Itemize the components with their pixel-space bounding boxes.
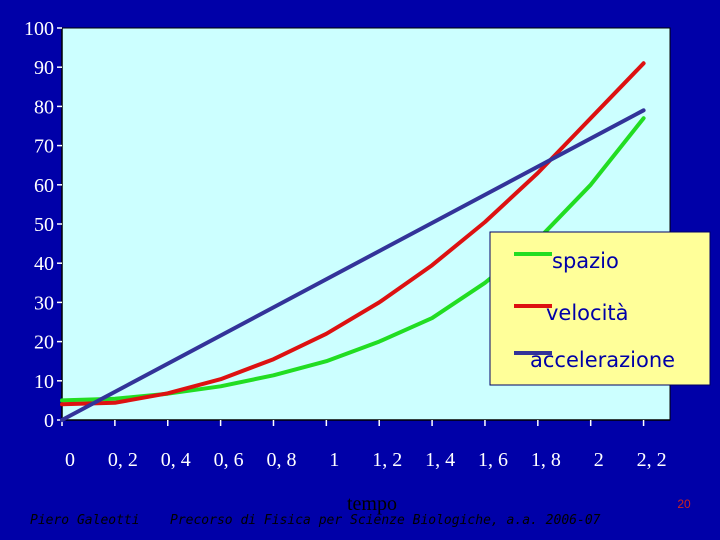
x-tick-label: 0, 6 bbox=[214, 449, 244, 471]
y-tick-label: 60 bbox=[34, 175, 54, 197]
x-tick-label: 1 bbox=[329, 449, 339, 471]
series-line-accelerazione bbox=[60, 108, 646, 422]
legend-label-velocita: velocità bbox=[546, 301, 629, 325]
legend-box bbox=[489, 231, 711, 386]
y-tick-label: 50 bbox=[34, 214, 54, 236]
page-number: 20 bbox=[677, 497, 691, 511]
series-lines bbox=[60, 61, 646, 422]
y-ticks: 0 10 20 30 40 50 60 70 80 90 100 bbox=[24, 18, 62, 432]
x-tick-label: 1, 4 bbox=[425, 449, 455, 471]
y-tick-label: 80 bbox=[34, 96, 54, 118]
y-tick-label: 20 bbox=[34, 332, 54, 354]
footer-author: Piero Galeotti bbox=[30, 513, 140, 528]
y-tick-label: 40 bbox=[34, 253, 54, 275]
y-tick-label: 10 bbox=[34, 371, 54, 393]
y-tick-label: 30 bbox=[34, 292, 54, 314]
legend: spazio velocità accelerazione bbox=[489, 231, 711, 386]
x-tick-label: 1, 6 bbox=[478, 449, 508, 471]
y-tick-label: 70 bbox=[34, 136, 54, 158]
x-tick-label: 1, 2 bbox=[372, 449, 402, 471]
x-tick-label: 2, 2 bbox=[637, 449, 667, 471]
x-tick-label: 0, 2 bbox=[108, 449, 138, 471]
x-axis-label: tempo bbox=[347, 493, 397, 515]
y-tick-label: 100 bbox=[24, 18, 54, 40]
x-tick-label: 0 bbox=[65, 449, 75, 471]
y-tick-label: 0 bbox=[44, 410, 54, 432]
x-tick-label: 2 bbox=[594, 449, 604, 471]
legend-label-spazio: spazio bbox=[552, 249, 619, 273]
x-tick-label: 0, 8 bbox=[266, 449, 296, 471]
footer-course: Precorso di Fisica per Scienze Biologich… bbox=[170, 513, 601, 528]
legend-label-accelerazione: accelerazione bbox=[530, 348, 675, 372]
x-tick-label: 0, 4 bbox=[161, 449, 191, 471]
y-tick-label: 90 bbox=[34, 57, 54, 79]
x-tick-label: 1, 8 bbox=[531, 449, 561, 471]
x-ticks: 0 0, 2 0, 4 0, 6 0, 8 1 1, 2 1, 4 1, 6 1, 8 2 2, 2 bbox=[61, 420, 667, 471]
